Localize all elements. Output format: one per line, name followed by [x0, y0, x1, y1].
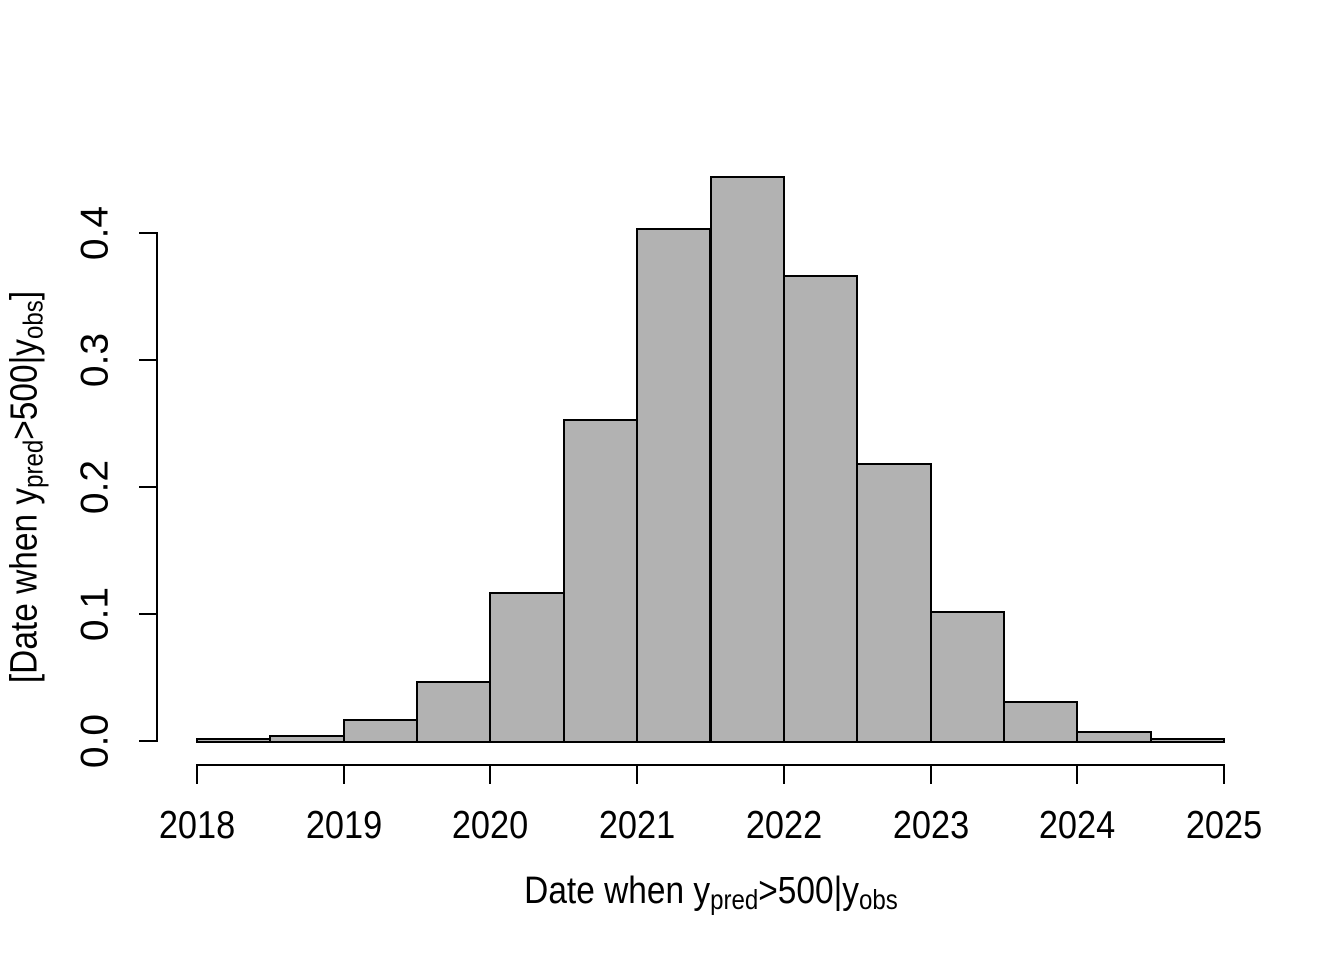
y-axis-title-pre: [Date when y — [3, 487, 46, 684]
histogram-bar — [342, 719, 419, 743]
histogram-bar — [1002, 701, 1079, 743]
y-tick-label: 0.0 — [73, 713, 117, 769]
x-tick-label: 2019 — [305, 804, 382, 847]
x-tick-label: 2024 — [1039, 804, 1116, 847]
x-axis-title-sub-obs: obs — [858, 884, 898, 916]
x-axis-tick — [782, 764, 785, 784]
x-tick-label: 2021 — [598, 804, 676, 847]
histogram-bar — [489, 592, 565, 743]
histogram-bar — [709, 176, 785, 743]
y-axis-tick — [139, 486, 157, 488]
histogram-bar — [269, 735, 345, 743]
x-axis-tick — [1223, 764, 1225, 784]
y-axis-tick — [139, 613, 157, 615]
histogram-bar — [1076, 731, 1152, 743]
x-axis-tick — [929, 764, 932, 784]
y-axis-title-sub-obs: obs — [17, 300, 49, 340]
x-tick-label: 2025 — [1185, 804, 1263, 847]
histogram-bar — [196, 738, 272, 743]
y-tick-label: 0.2 — [73, 459, 117, 515]
x-axis-tick — [489, 764, 492, 784]
x-axis-title-pre: Date when y — [523, 870, 710, 912]
x-axis-tick — [342, 764, 345, 784]
histogram-bar — [562, 419, 639, 743]
y-tick-label: 0.3 — [73, 332, 117, 388]
x-axis-tick — [1076, 764, 1079, 784]
x-axis-tick — [636, 764, 639, 784]
y-axis-title: [Date when ypred>500|yobs] — [3, 264, 49, 710]
y-axis-title-mid: >500|y — [3, 339, 46, 440]
y-tick-label: 0.1 — [73, 586, 117, 642]
histogram-bar — [636, 228, 712, 743]
histogram-bar — [1149, 738, 1225, 743]
x-tick-label: 2018 — [158, 804, 236, 847]
x-axis-tick — [196, 764, 198, 784]
y-tick-label: 0.4 — [73, 205, 117, 261]
y-axis-tick — [139, 740, 157, 742]
x-tick-label: 2022 — [745, 804, 823, 847]
x-axis-title-mid: >500|y — [757, 870, 859, 912]
x-tick-label: 2020 — [452, 804, 529, 847]
y-axis-line — [156, 232, 158, 742]
y-axis-title-sub-pred: pred — [17, 439, 49, 488]
x-axis-title-sub-pred: pred — [709, 884, 758, 916]
x-axis-line — [197, 764, 1225, 766]
histogram-bar — [856, 463, 932, 743]
y-axis-tick — [139, 232, 157, 234]
histogram-bar — [416, 681, 492, 743]
x-tick-label: 2023 — [892, 804, 969, 847]
y-axis-title-post: ] — [3, 290, 46, 301]
histogram-bar — [929, 611, 1005, 743]
x-axis-title: Date when ypred>500|yobs — [498, 872, 923, 913]
histogram-bar — [782, 275, 859, 743]
y-axis-tick — [139, 359, 157, 361]
